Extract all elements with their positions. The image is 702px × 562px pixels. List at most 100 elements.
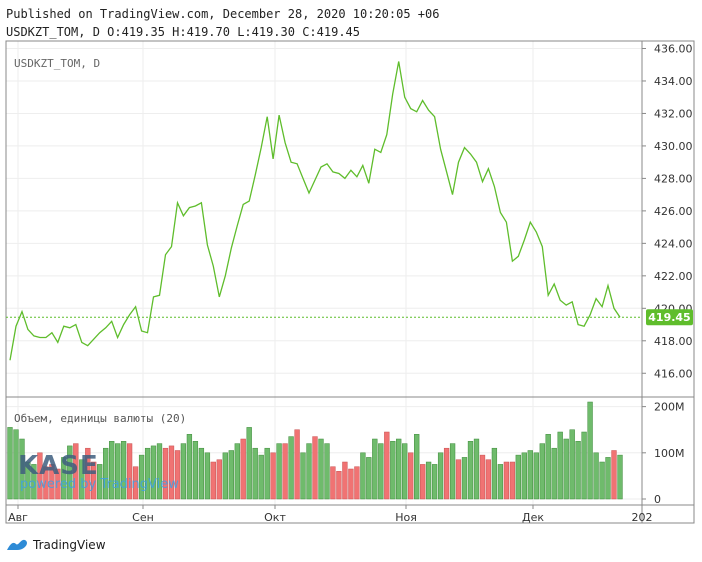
kase-watermark: KASE powered by TradingView <box>18 451 179 492</box>
volume-bar <box>515 454 521 500</box>
volume-bar <box>126 443 133 500</box>
volume-bar <box>539 443 545 500</box>
price-tick-label: 432.00 <box>654 107 693 120</box>
volume-bar <box>270 452 276 500</box>
volume-bar <box>49 464 55 500</box>
volume-bar <box>455 459 462 500</box>
tradingview-logo-icon <box>7 539 27 550</box>
price-tick-label: 426.00 <box>654 205 693 218</box>
ohlc-line: USDKZT_TOM, D O:419.35 H:419.70 L:419.30… <box>6 25 361 39</box>
volume-tick-label: 200M <box>654 401 685 414</box>
time-tick-label: Окт <box>264 511 286 524</box>
volume-bar <box>180 443 187 500</box>
time-tick-label: Дек <box>522 511 544 524</box>
volume-bar <box>55 468 61 500</box>
volume-bar <box>509 461 516 500</box>
volume-bar <box>85 447 91 500</box>
volume-bar <box>43 466 49 500</box>
volume-bar <box>210 461 216 500</box>
volume-bar <box>611 450 617 500</box>
volume-bar <box>300 452 306 500</box>
volume-bar <box>73 443 79 500</box>
volume-bar <box>587 401 593 500</box>
volume-bar <box>324 443 330 500</box>
powered-by-text: powered by TradingView <box>20 477 179 492</box>
volume-bar <box>437 452 444 500</box>
time-tick-label: Авг <box>8 511 28 524</box>
volume-bar <box>204 452 211 500</box>
volume-bar <box>330 466 336 500</box>
volume-bar <box>563 438 569 500</box>
volume-bar <box>342 461 348 500</box>
volume-axis: 0 100M 200M <box>642 401 685 506</box>
volume-bar <box>109 441 115 500</box>
volume-bar <box>449 443 456 500</box>
volume-bar <box>216 459 222 500</box>
volume-bar <box>402 443 408 500</box>
volume-bar <box>366 457 372 500</box>
volume-bar <box>545 434 551 500</box>
price-tick-label: 436.00 <box>654 42 693 55</box>
volume-bar <box>306 443 312 500</box>
volume-bar <box>282 443 288 500</box>
tradingview-footer[interactable]: TradingView <box>6 535 106 555</box>
volume-bar <box>467 441 474 500</box>
volume-bar <box>25 461 31 500</box>
time-tick-label: 202 <box>632 511 653 524</box>
volume-bar <box>533 452 539 500</box>
price-tick-label: 430.00 <box>654 140 693 153</box>
volume-bar <box>156 443 163 500</box>
price-tick-label: 418.00 <box>654 335 693 348</box>
volume-bar <box>372 438 378 500</box>
volume-bar <box>336 471 342 500</box>
price-axis[interactable]: 416.00418.00420.00422.00424.00426.00428.… <box>642 42 693 380</box>
volume-bar <box>557 431 563 500</box>
volume-bar <box>497 464 504 500</box>
volume-bar <box>408 452 414 500</box>
volume-bar <box>384 431 390 500</box>
price-chart[interactable]: USDKZT_TOM, D Объем, единицы валюты (20)… <box>0 0 702 530</box>
volume-bar <box>581 431 587 500</box>
price-tick-label: 428.00 <box>654 172 693 185</box>
volume-bar <box>288 436 294 500</box>
volume-bar <box>79 459 85 500</box>
volume-bar <box>318 438 324 500</box>
volume-bar <box>431 464 438 500</box>
volume-bar <box>378 443 384 500</box>
time-tick-label: Сен <box>132 511 154 524</box>
volume-bar <box>479 454 486 500</box>
volume-bar <box>348 468 354 500</box>
footer-brand: TradingView <box>33 538 106 552</box>
volume-bar <box>115 443 121 500</box>
volume-bar <box>360 452 366 500</box>
volume-bar <box>294 429 300 500</box>
volume-bar <box>7 427 13 500</box>
volume-bar <box>138 454 145 500</box>
volume-bar <box>390 441 396 500</box>
volume-bar <box>491 447 498 500</box>
volume-bar <box>258 454 264 500</box>
volume-bar <box>61 457 67 500</box>
volume-bar <box>312 436 318 500</box>
time-axis[interactable]: Авг Сен Окт Ноя Дек 202 <box>8 505 653 524</box>
volume-bar <box>13 429 19 500</box>
svg-text:419.45: 419.45 <box>648 311 690 324</box>
published-line: Published on TradingView.com, December 2… <box>6 7 440 21</box>
price-tick-label: 424.00 <box>654 237 693 250</box>
volume-bar <box>222 452 228 500</box>
volume-bar <box>569 429 575 500</box>
volume-bar <box>103 447 109 500</box>
volume-bar <box>132 466 139 500</box>
volume-bar <box>252 447 258 500</box>
volume-bar <box>396 438 402 500</box>
chart-frame <box>5 40 695 524</box>
volume-bar <box>120 441 127 500</box>
symbol-label: USDKZT_TOM, D <box>14 57 100 70</box>
volume-bar <box>168 445 175 500</box>
volume-bar <box>593 452 599 500</box>
volume-bar <box>264 447 270 500</box>
volume-bar <box>420 464 426 500</box>
time-tick-label: Ноя <box>395 511 417 524</box>
volume-bar <box>162 447 169 500</box>
volume-bar <box>605 457 611 500</box>
